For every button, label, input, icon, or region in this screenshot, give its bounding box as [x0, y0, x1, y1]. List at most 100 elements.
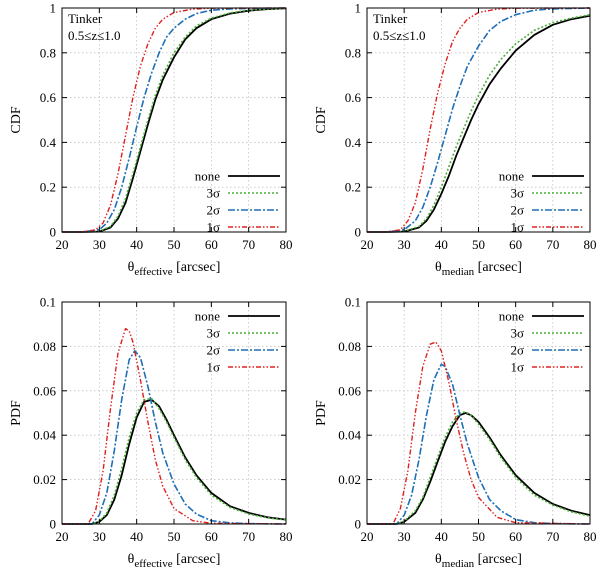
y-tick-label: 0.02	[33, 472, 56, 487]
legend-label: 2σ	[510, 343, 524, 358]
x-tick-label: 40	[435, 237, 448, 252]
x-tick-label: 80	[584, 237, 597, 252]
legend-label: 3σ	[206, 326, 220, 341]
legend-label: 2σ	[510, 203, 524, 218]
series-line-2sigma	[62, 7, 287, 233]
x-tick-label: 30	[398, 529, 411, 544]
x-axis-label-symbol: θ	[435, 260, 442, 275]
y-tick-label: 0.04	[33, 428, 56, 443]
series-line-3sigma	[367, 13, 591, 233]
series-line-3sigma	[62, 397, 287, 525]
y-tick-label: 0.08	[33, 339, 56, 354]
x-tick-label: 80	[280, 529, 293, 544]
y-tick-label: 0.8	[40, 45, 56, 60]
x-tick-label: 20	[361, 237, 374, 252]
y-tick-label: 0	[355, 517, 362, 532]
y-tick-label: 1	[50, 1, 57, 16]
x-axis-label-subscript: effective	[134, 266, 172, 278]
annotation-text: 0.5≤z≤1.0	[68, 28, 121, 43]
x-tick-label: 50	[472, 237, 485, 252]
y-axis-label: CDF	[314, 106, 329, 133]
series-line-1sigma	[367, 341, 591, 525]
y-tick-label: 0.2	[345, 180, 361, 195]
series-line-1sigma	[62, 7, 287, 233]
x-tick-label: 20	[361, 529, 374, 544]
x-axis-label: θmedian [arcsec]	[435, 260, 522, 278]
series-line-none	[367, 14, 591, 233]
x-tick-label: 20	[56, 529, 69, 544]
y-axis-label: PDF	[314, 400, 329, 426]
series-line-none	[62, 7, 287, 233]
panel-cdf-effective: 20 30 40 50 60 70 80 0 0.2 0.4 0.6 0.8 1 CDF θeffectiv…	[9, 1, 293, 279]
x-tick-label: 20	[56, 237, 69, 252]
panel-cdf-median: 20 30 40 50 60 70 80 0 0.2 0.4 0.6 0.8 1 CDF θmedian […	[314, 1, 597, 279]
y-tick-label: 1	[355, 1, 362, 16]
x-tick-label: 60	[205, 529, 218, 544]
y-tick-label: 0.08	[338, 339, 361, 354]
annotation-text: Tinker	[68, 11, 103, 26]
legend-label: none	[499, 169, 525, 184]
y-axis-label: CDF	[9, 106, 24, 133]
x-tick-label: 70	[242, 237, 255, 252]
x-tick-label: 30	[93, 237, 106, 252]
x-tick-label: 50	[472, 529, 485, 544]
series-line-2sigma	[367, 363, 591, 525]
x-tick-label: 60	[205, 237, 218, 252]
legend-label: 3σ	[206, 186, 220, 201]
x-tick-label: 50	[168, 237, 181, 252]
y-axis-label: PDF	[9, 400, 24, 426]
x-tick-label: 30	[398, 237, 411, 252]
x-axis-label-subscript: median	[442, 266, 475, 278]
legend-label: 1σ	[510, 220, 524, 235]
x-axis-label-unit: [arcsec]	[478, 260, 522, 275]
x-tick-label: 80	[584, 529, 597, 544]
legend-label: 2σ	[206, 203, 220, 218]
y-tick-label: 0.2	[40, 180, 56, 195]
y-tick-label: 0	[50, 517, 57, 532]
y-tick-label: 0.4	[345, 135, 362, 150]
legend-label: 3σ	[510, 326, 524, 341]
x-axis-label-subscript: median	[442, 558, 475, 570]
series-line-2sigma	[367, 7, 591, 233]
series-line-none	[367, 412, 591, 525]
x-axis-label-symbol: θ	[128, 552, 135, 567]
legend-label: none	[195, 309, 221, 324]
y-tick-label: 0.6	[345, 90, 362, 105]
x-tick-label: 60	[509, 237, 522, 252]
x-tick-label: 40	[130, 529, 143, 544]
x-axis-label-symbol: θ	[435, 552, 442, 567]
series-line-3sigma	[62, 7, 287, 233]
series-line-1sigma	[367, 7, 591, 233]
series-line-none	[62, 398, 287, 525]
panel-pdf-median: 20 30 40 50 60 70 80 0 0.02 0.04 0.06 0.08 0.1 PDF θme…	[314, 295, 597, 570]
x-tick-label: 30	[93, 529, 106, 544]
legend-label: none	[195, 169, 221, 184]
y-tick-label: 0.6	[40, 90, 57, 105]
x-tick-label: 60	[509, 529, 522, 544]
x-axis-label-unit: [arcsec]	[478, 552, 522, 567]
x-axis-label-subscript: effective	[134, 558, 172, 570]
y-tick-label: 0.1	[40, 295, 56, 310]
y-tick-label: 0.02	[338, 472, 361, 487]
x-axis-label-unit: [arcsec]	[176, 260, 220, 275]
y-tick-label: 0.8	[345, 45, 361, 60]
x-tick-label: 70	[546, 529, 559, 544]
x-tick-label: 80	[280, 237, 293, 252]
x-axis-label-symbol: θ	[128, 260, 135, 275]
legend-label: 1σ	[510, 360, 524, 375]
y-tick-label: 0.1	[345, 295, 361, 310]
legend-label: 1σ	[206, 360, 220, 375]
y-tick-label: 0	[50, 225, 57, 240]
x-tick-label: 40	[130, 237, 143, 252]
panel-pdf-effective: 20 30 40 50 60 70 80 0 0.02 0.04 0.06 0.08 0.1 PDF θef…	[9, 295, 293, 570]
legend-label: 2σ	[206, 343, 220, 358]
x-axis-label: θmedian [arcsec]	[435, 552, 522, 570]
y-tick-label: 0.06	[338, 383, 361, 398]
x-axis-label: θeffective [arcsec]	[128, 552, 221, 570]
x-tick-label: 40	[435, 529, 448, 544]
x-tick-label: 70	[242, 529, 255, 544]
legend-label: none	[499, 309, 525, 324]
y-tick-label: 0	[355, 225, 362, 240]
legend-label: 3σ	[510, 186, 524, 201]
